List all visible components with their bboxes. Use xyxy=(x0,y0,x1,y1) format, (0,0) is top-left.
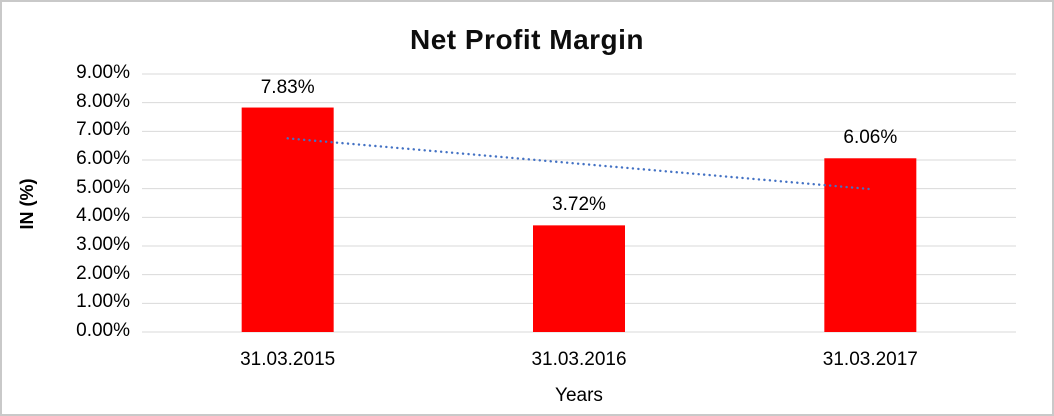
chart-title: Net Profit Margin xyxy=(409,24,645,55)
x-axis-title: Years xyxy=(555,385,603,406)
y-tick-label: 0.00% xyxy=(76,320,130,341)
bar xyxy=(241,107,334,332)
y-tick-label: 5.00% xyxy=(76,176,130,198)
y-tick-label: 4.00% xyxy=(76,205,130,227)
data-label: 7.83% xyxy=(260,76,315,98)
bar xyxy=(533,225,625,332)
data-label: 3.72% xyxy=(552,194,606,216)
trendline xyxy=(286,137,872,191)
y-tick-label: 1.00% xyxy=(76,291,130,313)
data-label: 6.06% xyxy=(843,127,898,149)
category-label: 31.03.2016 xyxy=(531,349,627,370)
y-tick-label: 7.00% xyxy=(76,119,130,141)
y-tick-label: 6.00% xyxy=(76,148,130,169)
category-label: 31.03.2015 xyxy=(240,349,336,370)
category-label: 31.03.2017 xyxy=(822,349,918,370)
y-tick-label: 3.00% xyxy=(76,234,130,255)
y-tick-label: 8.00% xyxy=(76,90,130,112)
y-tick-label: 9.00% xyxy=(76,62,130,83)
bar xyxy=(824,158,917,332)
y-tick-label: 2.00% xyxy=(76,262,130,284)
y-axis-title: IN (%) xyxy=(17,178,37,230)
